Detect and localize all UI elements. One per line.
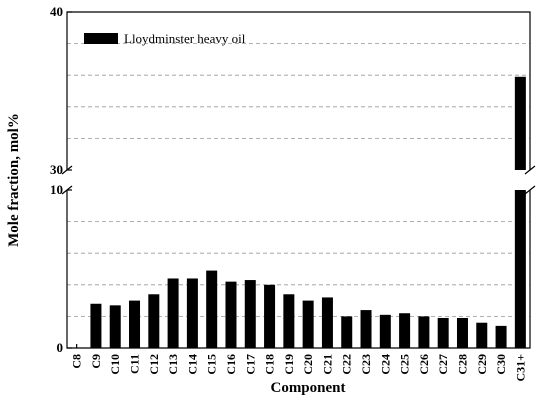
- x-axis-label: Component: [270, 380, 345, 396]
- legend-label: Lloydminster heavy oil: [124, 31, 246, 46]
- bar: [418, 316, 430, 348]
- bar: [476, 322, 488, 348]
- x-tick-label: C30: [494, 354, 508, 375]
- x-tick-label: C16: [224, 354, 238, 375]
- y-tick-label: 10: [50, 182, 63, 197]
- axis-break: [61, 185, 73, 195]
- x-tick-label: C17: [243, 354, 257, 375]
- bar: [186, 278, 198, 348]
- x-tick-label: C15: [205, 354, 219, 375]
- bar: [495, 325, 507, 348]
- x-tick-label: C12: [147, 354, 161, 375]
- bar: [514, 190, 526, 348]
- bar: [129, 300, 141, 348]
- axis-frame: [66, 190, 531, 349]
- y-tick-label: 0: [57, 340, 64, 355]
- bar: [90, 303, 102, 348]
- bar: [225, 281, 237, 348]
- bar: [379, 314, 391, 348]
- x-tick-label: C18: [263, 354, 277, 375]
- bar: [148, 294, 160, 348]
- x-tick-label: C24: [378, 354, 392, 375]
- bar: [264, 284, 276, 348]
- axis-break: [524, 165, 536, 175]
- x-tick-label: C14: [185, 354, 199, 375]
- x-tick-label: C23: [359, 354, 373, 375]
- bar: [321, 297, 333, 348]
- x-tick-label: C31+: [513, 354, 527, 382]
- x-tick-label: C29: [475, 354, 489, 375]
- y-axis-label: Mole fraction, mol%: [6, 113, 22, 247]
- bar: [167, 278, 179, 348]
- bar: [341, 316, 353, 348]
- y-tick-label: 40: [50, 4, 63, 19]
- x-tick-label: C22: [340, 354, 354, 375]
- bar: [302, 300, 314, 348]
- y-tick-label: 30: [50, 162, 63, 177]
- x-tick-label: C19: [282, 354, 296, 375]
- axis-frame: [66, 11, 531, 170]
- x-tick-label: C20: [301, 354, 315, 375]
- x-tick-label: C28: [455, 354, 469, 375]
- bar: [109, 305, 121, 348]
- x-tick-label: C25: [398, 354, 412, 375]
- x-tick-label: C9: [89, 354, 103, 369]
- bar: [514, 76, 526, 170]
- x-tick-label: C13: [166, 354, 180, 375]
- x-tick-label: C8: [70, 354, 84, 369]
- bar: [360, 310, 372, 348]
- bar: [399, 313, 411, 348]
- x-tick-label: C10: [108, 354, 122, 375]
- bar: [244, 280, 256, 348]
- x-tick-label: C27: [436, 354, 450, 375]
- x-tick-label: C26: [417, 354, 431, 375]
- axis-break: [524, 185, 536, 195]
- bar: [283, 294, 295, 348]
- bar: [437, 317, 449, 348]
- x-tick-label: C11: [128, 354, 142, 374]
- x-tick-label: C21: [320, 354, 334, 375]
- bar: [456, 317, 468, 348]
- legend-swatch: [84, 33, 118, 44]
- axis-break: [61, 165, 73, 175]
- bar: [206, 270, 218, 348]
